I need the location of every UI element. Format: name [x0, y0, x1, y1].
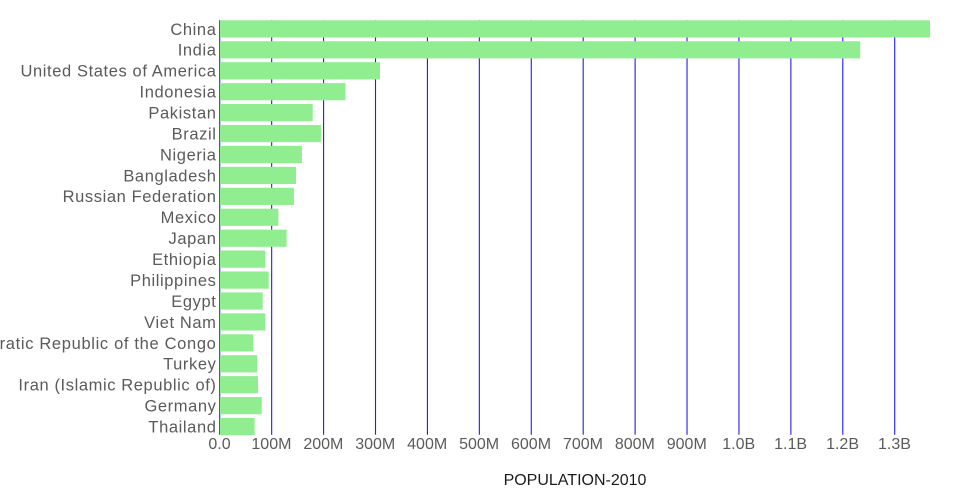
svg-text:Thailand: Thailand — [148, 418, 216, 436]
svg-text:Philippines: Philippines — [130, 272, 216, 290]
svg-text:0.0: 0.0 — [208, 436, 230, 453]
svg-text:Nigeria: Nigeria — [160, 146, 217, 164]
svg-text:Ethiopia: Ethiopia — [152, 251, 217, 269]
svg-text:Indonesia: Indonesia — [140, 84, 217, 102]
svg-text:1.3B: 1.3B — [878, 436, 911, 453]
svg-text:200M: 200M — [303, 436, 343, 453]
svg-text:Pakistan: Pakistan — [148, 105, 216, 123]
svg-text:1.2B: 1.2B — [826, 436, 859, 453]
svg-text:Russian Federation: Russian Federation — [63, 188, 217, 206]
svg-text:700M: 700M — [563, 436, 603, 453]
svg-text:Brazil: Brazil — [172, 125, 217, 143]
svg-text:900M: 900M — [667, 436, 707, 453]
svg-text:Iran (Islamic Republic of): Iran (Islamic Republic of) — [18, 377, 216, 395]
svg-text:Turkey: Turkey — [163, 356, 217, 374]
svg-text:Viet Nam: Viet Nam — [144, 314, 216, 332]
svg-text:1.1B: 1.1B — [774, 436, 807, 453]
svg-text:300M: 300M — [355, 436, 395, 453]
svg-text:400M: 400M — [407, 436, 447, 453]
svg-text:Egypt: Egypt — [171, 293, 216, 311]
svg-text:500M: 500M — [459, 436, 499, 453]
svg-text:Germany: Germany — [144, 398, 216, 416]
svg-text:Japan: Japan — [169, 230, 217, 248]
svg-text:POPULATION-2010: POPULATION-2010 — [504, 472, 647, 489]
svg-text:Bangladesh: Bangladesh — [123, 167, 216, 185]
svg-text:Democratic Republic of the Con: Democratic Republic of the Congo — [0, 335, 217, 353]
svg-text:Mexico: Mexico — [161, 209, 217, 227]
svg-text:800M: 800M — [615, 436, 655, 453]
svg-text:China: China — [170, 21, 216, 39]
svg-text:India: India — [178, 42, 217, 60]
svg-text:United States of America: United States of America — [21, 63, 217, 81]
svg-text:600M: 600M — [511, 436, 551, 453]
svg-text:100M: 100M — [251, 436, 291, 453]
svg-text:1.0B: 1.0B — [722, 436, 755, 453]
